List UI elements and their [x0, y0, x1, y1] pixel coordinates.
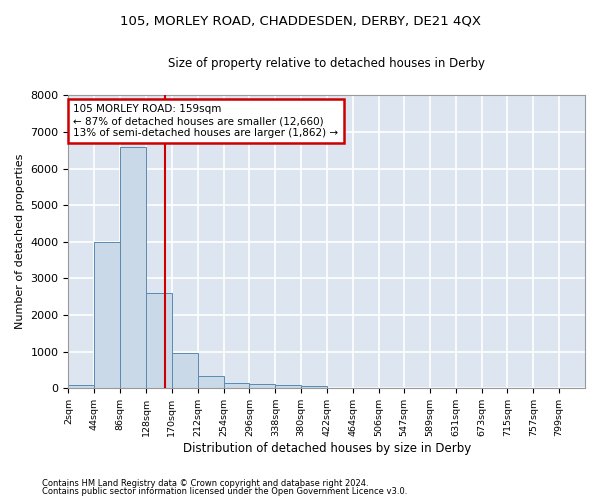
Bar — [198, 376, 224, 388]
Text: Contains public sector information licensed under the Open Government Licence v3: Contains public sector information licen… — [42, 487, 407, 496]
Bar — [275, 386, 301, 388]
Text: 105 MORLEY ROAD: 159sqm
← 87% of detached houses are smaller (12,660)
13% of sem: 105 MORLEY ROAD: 159sqm ← 87% of detache… — [73, 104, 338, 138]
Text: 105, MORLEY ROAD, CHADDESDEN, DERBY, DE21 4QX: 105, MORLEY ROAD, CHADDESDEN, DERBY, DE2… — [119, 15, 481, 28]
X-axis label: Distribution of detached houses by size in Derby: Distribution of detached houses by size … — [182, 442, 471, 455]
Bar — [68, 386, 94, 388]
Bar — [120, 148, 146, 388]
Bar — [224, 382, 250, 388]
Bar — [94, 242, 120, 388]
Text: Contains HM Land Registry data © Crown copyright and database right 2024.: Contains HM Land Registry data © Crown c… — [42, 478, 368, 488]
Bar — [301, 386, 327, 388]
Title: Size of property relative to detached houses in Derby: Size of property relative to detached ho… — [168, 58, 485, 70]
Y-axis label: Number of detached properties: Number of detached properties — [15, 154, 25, 330]
Bar — [146, 293, 172, 388]
Bar — [250, 384, 275, 388]
Bar — [172, 354, 198, 388]
